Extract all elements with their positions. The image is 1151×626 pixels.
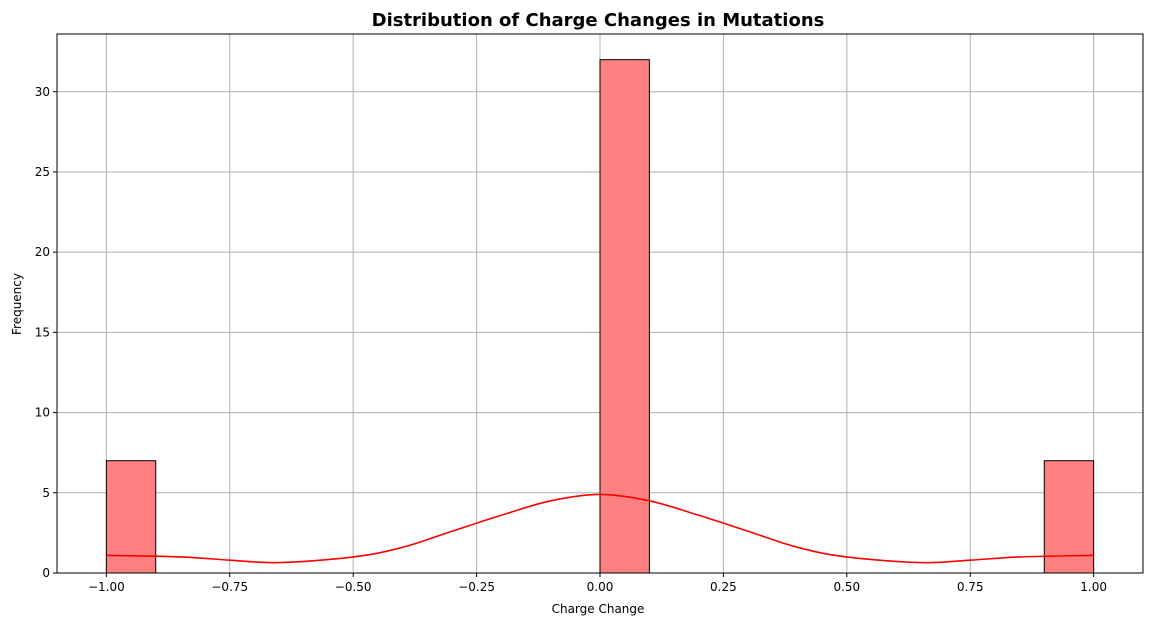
x-tick-label-1: −0.75	[211, 580, 248, 594]
y-tick-label-1: 5	[42, 486, 50, 500]
y-tick-label-5: 25	[35, 165, 50, 179]
x-tick-label-0: −1.00	[88, 580, 125, 594]
x-tick-label-5: 0.25	[710, 580, 737, 594]
x-axis-ticks: −1.00 −0.75 −0.50 −0.25 0.00 0.25 0.50 0.75 1.00	[88, 573, 1107, 594]
x-tick-label-2: −0.50	[335, 580, 372, 594]
x-tick-label-7: 0.75	[957, 580, 984, 594]
y-axis-label: Frequency	[10, 273, 24, 335]
y-tick-label-0: 0	[42, 566, 50, 580]
chart-title: Distribution of Charge Changes in Mutati…	[372, 10, 825, 31]
y-tick-label-3: 15	[35, 325, 50, 339]
y-tick-label-2: 10	[35, 406, 50, 420]
x-tick-label-6: 0.50	[833, 580, 860, 594]
x-tick-label-3: −0.25	[458, 580, 495, 594]
kde-curve	[106, 493, 1094, 564]
x-tick-label-4: 0.00	[587, 580, 614, 594]
y-axis-ticks: 0 5 10 15 20 25 30	[35, 85, 57, 580]
y-tick-label-6: 30	[35, 85, 50, 99]
x-tick-label-8: 1.00	[1080, 580, 1107, 594]
kde-curve-layer	[106, 493, 1094, 564]
y-tick-label-4: 20	[35, 245, 50, 259]
x-axis-label: Charge Change	[552, 602, 645, 616]
histogram-bars	[105, 59, 1095, 574]
